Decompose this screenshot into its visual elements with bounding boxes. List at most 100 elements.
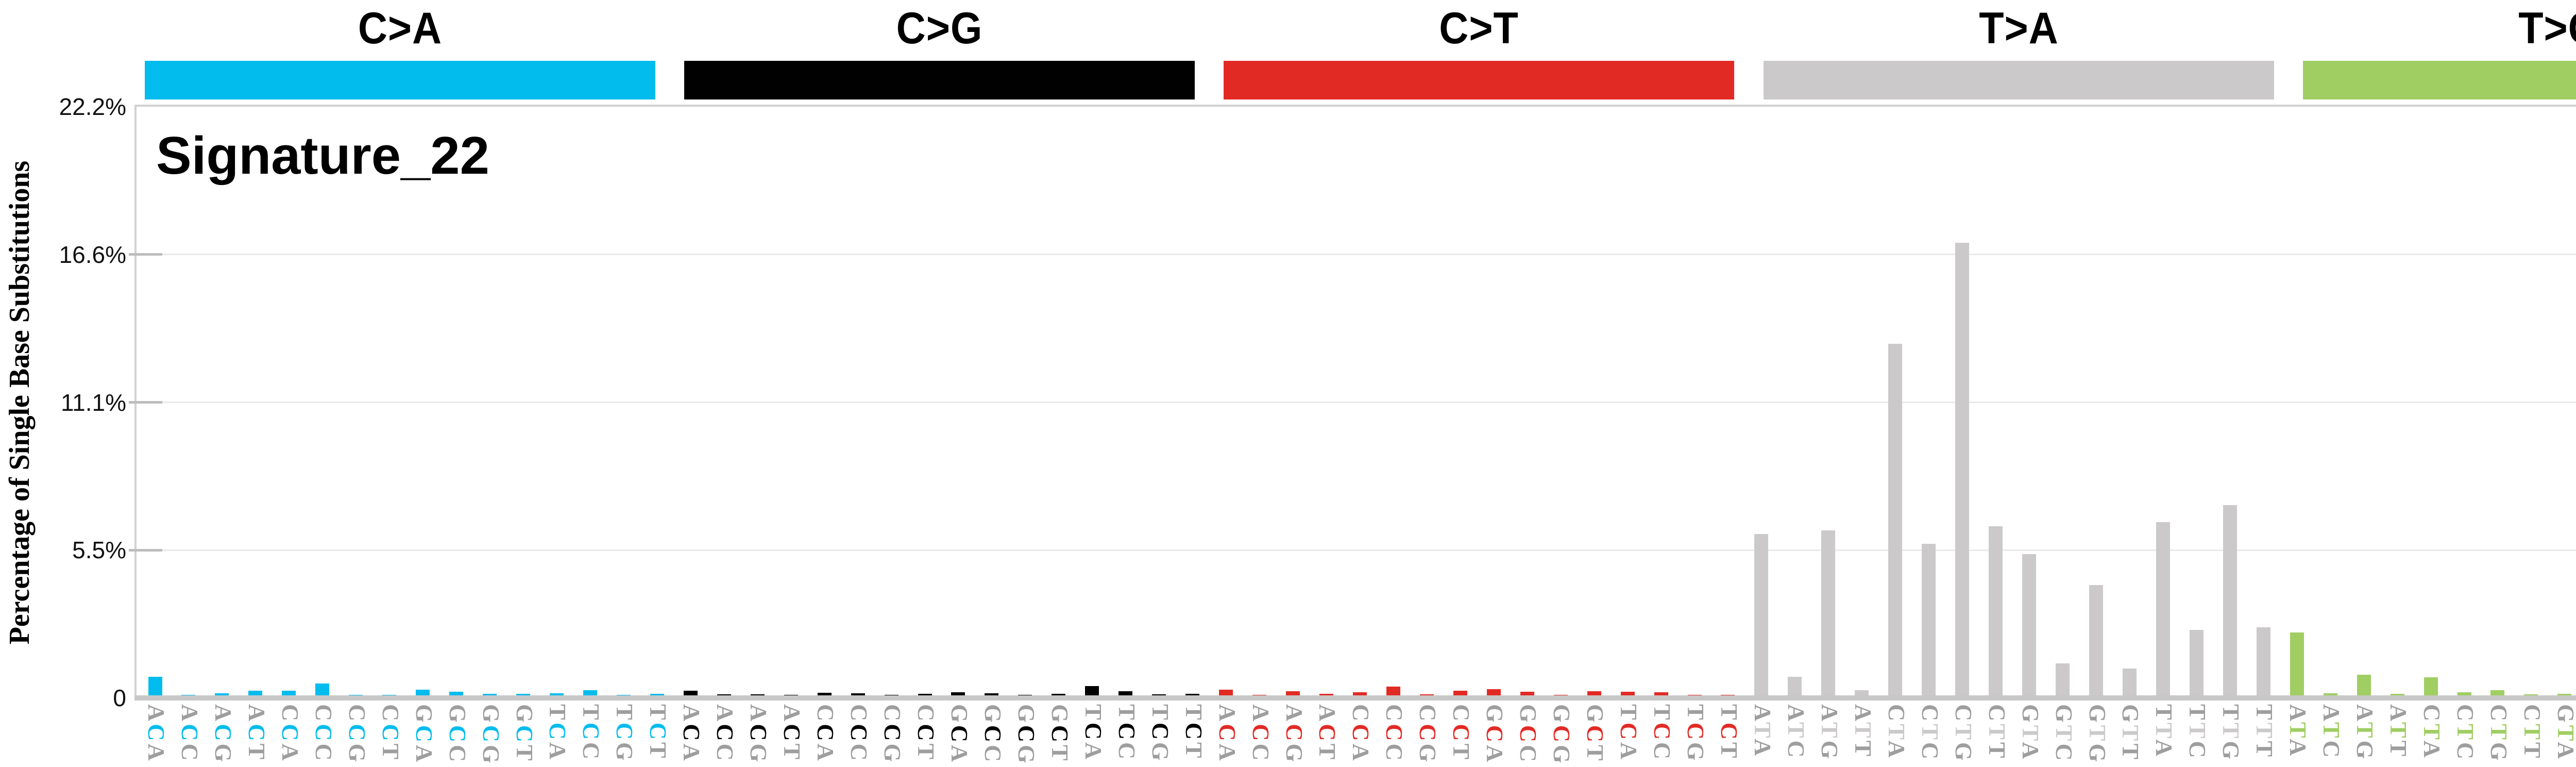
bar-GCT-CtoT xyxy=(1587,691,1601,695)
x-label-letter: T xyxy=(645,704,672,723)
x-label-CTT-TtoA: CTT xyxy=(1984,704,2010,761)
x-label-letter: A xyxy=(2285,704,2312,722)
x-label-letter: T xyxy=(377,743,404,762)
bar-TCC-CtoA xyxy=(583,690,597,695)
x-axis-baseline xyxy=(134,695,2576,701)
x-label-ACG-CtoA: ACG xyxy=(210,704,236,764)
x-label-letter: A xyxy=(1281,704,1308,724)
x-label-letter: C xyxy=(578,742,605,762)
x-label-ACC-CtoA: ACC xyxy=(176,704,203,763)
x-label-letter: G xyxy=(1683,742,1709,763)
x-label-ACA-CtoT: ACA xyxy=(1214,704,1241,763)
x-label-letter: G xyxy=(2050,704,2077,725)
x-label-ATG-TtoA: ATG xyxy=(1816,704,1843,762)
bar-ATA-TtoC xyxy=(2290,632,2304,695)
bar-GTA-TtoA xyxy=(2022,554,2037,695)
bar-ACT-CtoT xyxy=(1319,693,1333,695)
x-label-letter: A xyxy=(679,704,705,724)
x-label-letter: T xyxy=(1046,745,1073,763)
bar-CCC-CtoT xyxy=(1386,687,1400,695)
x-label-letter: T xyxy=(1314,743,1341,762)
x-label-ATG-TtoC: ATG xyxy=(2352,704,2378,761)
x-label-letter: G xyxy=(444,704,471,725)
x-label-TCC-CtoT: TCC xyxy=(1649,704,1676,762)
x-label-letter: A xyxy=(712,704,739,724)
x-label-GCC-CtoT: GCC xyxy=(1515,704,1541,764)
x-label-CTA-TtoC: CTA xyxy=(2419,704,2446,760)
x-label-letter: C xyxy=(1013,725,1040,745)
x-label-ATA-TtoA: ATA xyxy=(1749,704,1776,759)
x-label-letter: C xyxy=(812,704,839,724)
x-label-CTA-TtoA: CTA xyxy=(1884,704,1910,760)
bar-ATG-TtoC xyxy=(2357,675,2371,695)
x-label-letter: C xyxy=(377,724,404,744)
x-label-letter: C xyxy=(2050,743,2077,763)
x-label-letter: A xyxy=(1247,704,1274,724)
x-label-CTC-TtoC: CTC xyxy=(2452,704,2479,762)
x-label-letter: G xyxy=(1549,745,1575,766)
x-label-ACG-CtoG: ACG xyxy=(745,704,772,764)
gridline-5-5 xyxy=(137,549,2576,551)
x-label-letter: G xyxy=(1816,740,1843,762)
x-label-letter: A xyxy=(176,704,203,724)
x-label-letter: C xyxy=(143,724,170,744)
bar-GCG-CtoA xyxy=(483,694,497,695)
x-label-letter: A xyxy=(1749,704,1776,722)
x-label-letter: C xyxy=(344,724,370,744)
x-label-letter: G xyxy=(1013,745,1040,766)
x-label-letter: T xyxy=(1649,704,1676,723)
bar-ATC-TtoA xyxy=(1788,676,1802,695)
x-label-letter: G xyxy=(2117,704,2144,725)
x-label-letter: A xyxy=(1214,704,1241,724)
x-label-letter: A xyxy=(1080,742,1107,762)
x-label-letter: T xyxy=(1180,704,1207,723)
x-label-letter: A xyxy=(779,704,806,724)
x-label-letter: A xyxy=(2419,740,2446,760)
x-label-letter: C xyxy=(210,724,236,744)
x-label-letter: A xyxy=(2151,739,2178,759)
bar-GTG-TtoA xyxy=(2089,585,2103,695)
bar-ATC-TtoC xyxy=(2323,693,2337,695)
x-label-letter: T xyxy=(2017,725,2044,742)
x-label-letter: C xyxy=(1649,722,1676,742)
x-label-letter: T xyxy=(2184,722,2211,741)
x-label-letter: T xyxy=(2151,722,2178,739)
bar-CCA-CtoG xyxy=(817,692,832,695)
x-label-TCT-CtoG: TCT xyxy=(1180,704,1207,761)
x-label-letter: C xyxy=(1214,724,1241,744)
x-label-letter: G xyxy=(478,704,504,725)
x-label-letter: A xyxy=(1783,704,1809,722)
x-label-letter: A xyxy=(1749,739,1776,759)
x-label-letter: A xyxy=(1214,743,1241,763)
x-label-CCC-CtoT: CCC xyxy=(1381,704,1408,763)
header-label-c-to-g: C>G xyxy=(896,4,983,53)
bar-CCC-CtoG xyxy=(851,693,865,695)
x-label-letter: C xyxy=(444,725,471,745)
x-label-letter: C xyxy=(1415,724,1442,744)
bar-TCC-CtoT xyxy=(1654,692,1668,695)
x-label-letter: T xyxy=(1950,724,1977,742)
x-label-letter: T xyxy=(1984,724,2010,742)
x-label-letter: G xyxy=(1147,742,1174,763)
x-label-letter: A xyxy=(143,743,170,763)
x-label-TCG-CtoG: TCG xyxy=(1147,704,1174,763)
x-label-letter: T xyxy=(1683,704,1709,723)
x-label-letter: C xyxy=(712,724,739,744)
gridline-16-6 xyxy=(137,254,2576,255)
x-label-letter: T xyxy=(2318,722,2345,741)
x-label-letter: G xyxy=(979,704,1006,725)
x-label-letter: G xyxy=(2485,742,2512,763)
x-label-letter: A xyxy=(1850,704,1876,722)
x-label-letter: T xyxy=(243,743,270,762)
x-label-letter: A xyxy=(1616,742,1642,762)
x-label-letter: C xyxy=(176,743,203,763)
bar-CTC-TtoA xyxy=(1922,543,1936,695)
x-label-letter: T xyxy=(913,743,939,762)
x-label-letter: C xyxy=(511,725,538,745)
x-label-letter: T xyxy=(545,704,571,723)
bar-ATT-TtoA xyxy=(1855,690,1869,695)
x-label-letter: T xyxy=(2419,724,2446,741)
x-label-letter: C xyxy=(946,725,973,745)
x-label-letter: A xyxy=(277,743,303,763)
header-color-bar-c-to-a xyxy=(145,61,655,99)
